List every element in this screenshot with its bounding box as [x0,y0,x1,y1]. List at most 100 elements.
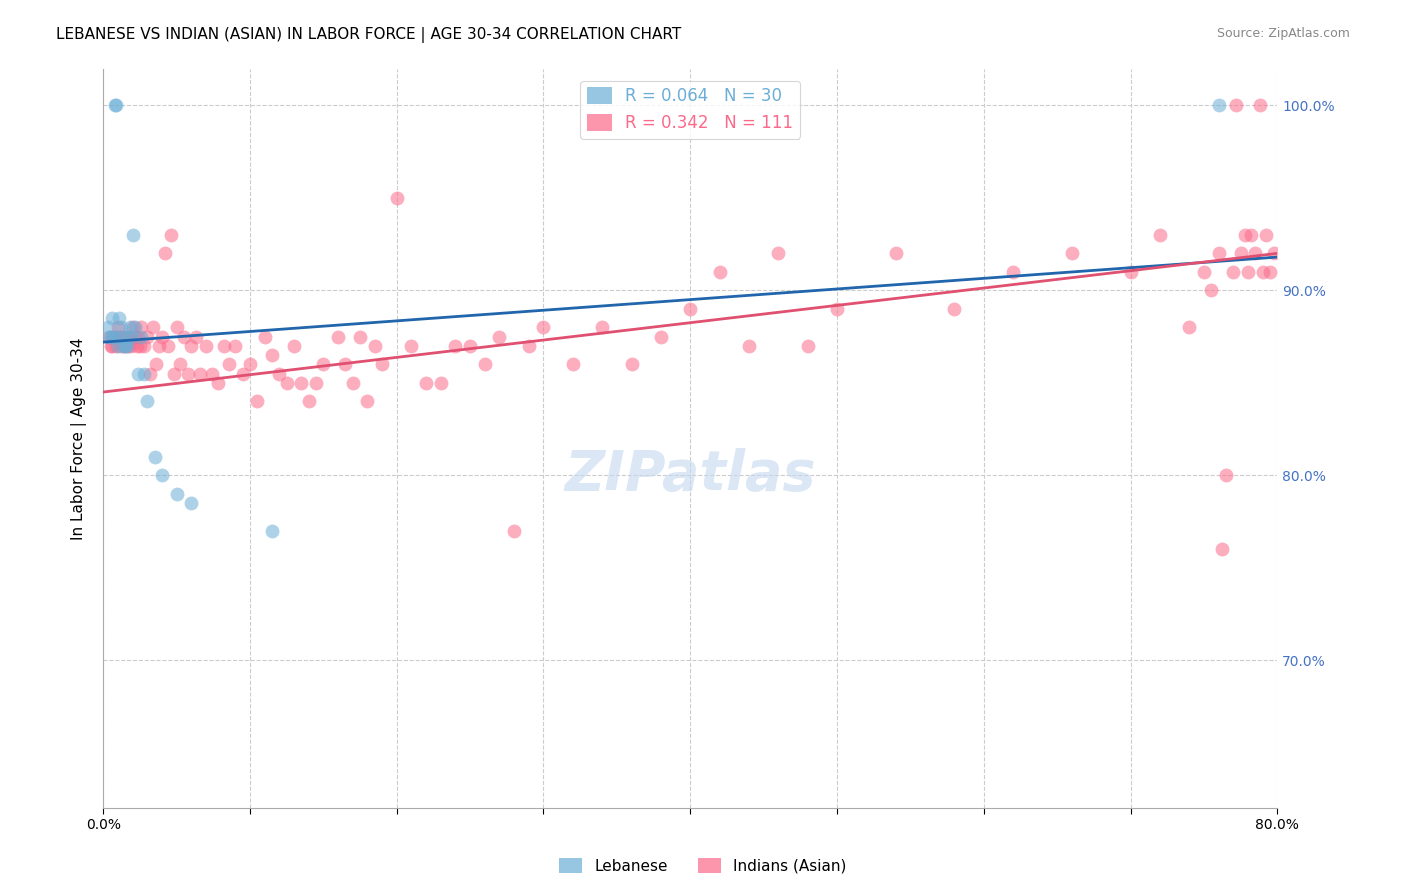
Point [533,320,555,334]
Point [207,376,229,390]
Point [115,339,138,353]
Point [97,320,120,334]
Point [246,394,269,409]
Point [260,348,283,362]
Point [115,329,138,343]
Point [180,339,202,353]
Point [276,376,298,390]
Point [738,339,761,353]
Point [458,339,481,353]
Point [1199,284,1222,298]
Point [1211,542,1233,557]
Point [166,486,188,500]
Point [1149,227,1171,242]
Point [212,339,235,353]
Point [111,329,134,343]
Point [180,496,202,510]
Point [134,339,156,353]
Point [1240,227,1263,242]
Point [121,320,143,334]
Point [305,376,328,390]
Point [1208,98,1230,112]
Point [561,357,583,371]
Point [105,98,128,112]
Point [114,329,136,343]
Point [1263,246,1285,260]
Text: LEBANESE VS INDIAN (ASIAN) IN LABOR FORCE | AGE 30-34 CORRELATION CHART: LEBANESE VS INDIAN (ASIAN) IN LABOR FORC… [56,27,682,43]
Point [104,98,127,112]
Point [1249,98,1271,112]
Y-axis label: In Labor Force | Age 30-34: In Labor Force | Age 30-34 [72,337,87,540]
Point [349,329,371,343]
Point [120,339,142,353]
Point [260,524,283,538]
Point [194,339,217,353]
Point [122,329,145,343]
Point [120,329,142,343]
Point [105,329,128,343]
Legend: Lebanese, Indians (Asian): Lebanese, Indians (Asian) [553,852,853,880]
Point [112,339,135,353]
Point [1254,227,1277,242]
Point [108,311,131,326]
Point [650,329,672,343]
Point [103,329,125,343]
Point [143,450,166,464]
Point [591,320,613,334]
Point [108,329,131,343]
Point [488,329,510,343]
Point [139,367,162,381]
Point [131,329,153,343]
Point [136,394,159,409]
Point [364,339,387,353]
Point [356,394,378,409]
Point [1237,265,1260,279]
Point [134,367,156,381]
Point [709,265,731,279]
Point [620,357,643,371]
Point [385,191,408,205]
Point [342,376,364,390]
Point [415,376,437,390]
Point [127,367,149,381]
Point [107,320,129,334]
Point [943,301,966,316]
Point [768,246,790,260]
Point [177,367,200,381]
Point [503,524,526,538]
Point [100,339,122,353]
Point [1222,265,1244,279]
Point [298,394,321,409]
Point [326,329,349,343]
Point [1244,246,1267,260]
Legend: R = 0.064   N = 30, R = 0.342   N = 111: R = 0.064 N = 30, R = 0.342 N = 111 [581,80,800,138]
Point [884,246,907,260]
Point [156,339,179,353]
Point [1225,98,1247,112]
Point [232,367,254,381]
Point [444,339,467,353]
Point [1208,246,1230,260]
Point [679,301,702,316]
Point [111,329,134,343]
Point [104,329,127,343]
Point [148,339,170,353]
Point [517,339,540,353]
Point [124,320,146,334]
Point [796,339,818,353]
Point [100,329,122,343]
Point [98,329,121,343]
Point [184,329,207,343]
Point [150,329,173,343]
Point [129,339,152,353]
Point [117,329,139,343]
Point [121,227,143,242]
Point [127,329,149,343]
Point [1119,265,1142,279]
Point [107,339,129,353]
Point [283,339,305,353]
Point [401,339,423,353]
Point [145,357,167,371]
Point [1060,246,1083,260]
Point [153,246,176,260]
